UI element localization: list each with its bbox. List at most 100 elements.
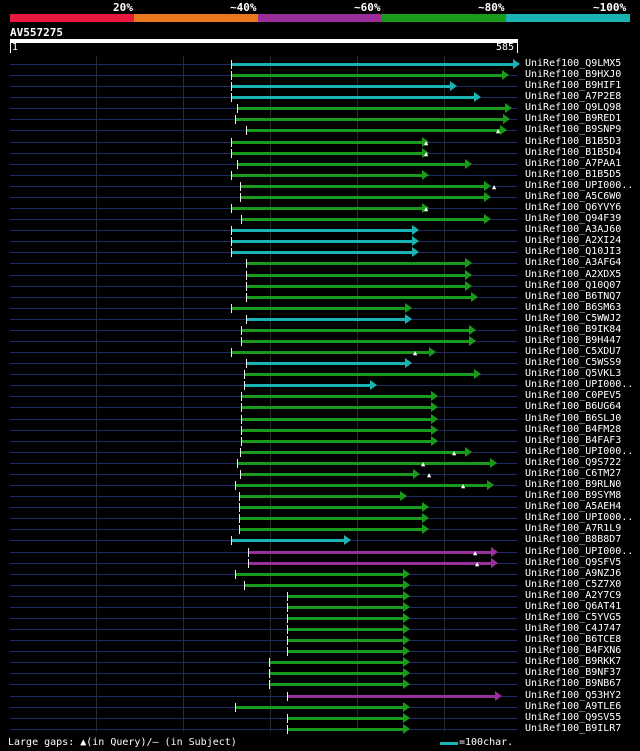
hit-bar[interactable] xyxy=(287,606,403,609)
hit-label[interactable]: UniRef100_B6SLJ0 xyxy=(525,413,622,424)
hit-bar[interactable] xyxy=(241,329,469,332)
hit-label[interactable]: UniRef100_Q5VKL3 xyxy=(525,368,622,379)
hit-label[interactable]: UniRef100_Q9LQ98 xyxy=(525,102,622,113)
hit-label[interactable]: UniRef100_C6TM27 xyxy=(525,468,622,479)
hit-bar[interactable] xyxy=(269,683,403,686)
hit-label[interactable]: UniRef100_A9TLE6 xyxy=(525,701,622,712)
hit-label[interactable]: UniRef100_A7P2E8 xyxy=(525,91,622,102)
hit-bar[interactable] xyxy=(287,639,403,642)
hit-label[interactable]: UniRef100_UPI000.. xyxy=(525,546,634,557)
hit-bar[interactable] xyxy=(231,63,513,66)
hit-label[interactable]: UniRef100_C5YVG5 xyxy=(525,612,622,623)
hit-label[interactable]: UniRef100_B9H447 xyxy=(525,335,622,346)
hit-label[interactable]: UniRef100_A5AEH4 xyxy=(525,501,622,512)
hit-bar[interactable] xyxy=(246,296,471,299)
hit-bar[interactable] xyxy=(231,96,474,99)
hit-label[interactable]: UniRef100_A2XI24 xyxy=(525,235,622,246)
hit-bar[interactable] xyxy=(269,672,403,675)
hit-label[interactable]: UniRef100_Q9SFV5 xyxy=(525,557,622,568)
hit-label[interactable]: UniRef100_B9RLN0 xyxy=(525,479,622,490)
hit-bar[interactable] xyxy=(241,406,431,409)
hit-bar[interactable] xyxy=(231,307,405,310)
hit-bar[interactable] xyxy=(244,584,403,587)
hit-label[interactable]: UniRef100_B8B8D7 xyxy=(525,534,622,545)
hit-label[interactable]: UniRef100_C4J747 xyxy=(525,623,622,634)
hit-bar[interactable] xyxy=(235,118,503,121)
hit-bar[interactable] xyxy=(231,539,344,542)
hit-label[interactable]: UniRef100_C5Z7X0 xyxy=(525,579,622,590)
hit-bar[interactable] xyxy=(241,418,431,421)
hit-label[interactable]: UniRef100_A2Y7C9 xyxy=(525,590,622,601)
hit-bar[interactable] xyxy=(231,152,422,155)
hit-label[interactable]: UniRef100_Q53HY2 xyxy=(525,690,622,701)
hit-label[interactable]: UniRef100_UPI000.. xyxy=(525,512,634,523)
hit-bar[interactable] xyxy=(239,506,422,509)
hit-bar[interactable] xyxy=(231,240,412,243)
hit-bar[interactable] xyxy=(237,462,490,465)
hit-bar[interactable] xyxy=(240,473,413,476)
hit-bar[interactable] xyxy=(287,650,403,653)
hit-bar[interactable] xyxy=(239,517,422,520)
hit-label[interactable]: UniRef100_UPI000.. xyxy=(525,446,634,457)
hit-label[interactable]: UniRef100_B9RKK7 xyxy=(525,656,622,667)
hit-label[interactable]: UniRef100_B6TNQ7 xyxy=(525,291,622,302)
hit-bar[interactable] xyxy=(231,351,429,354)
hit-label[interactable]: UniRef100_B4FM28 xyxy=(525,424,622,435)
hit-bar[interactable] xyxy=(231,174,422,177)
hit-label[interactable]: UniRef100_Q94F39 xyxy=(525,213,622,224)
hit-bar[interactable] xyxy=(235,484,487,487)
hit-label[interactable]: UniRef100_B6UG64 xyxy=(525,401,622,412)
hit-label[interactable]: UniRef100_B1B5D4 xyxy=(525,147,622,158)
hit-label[interactable]: UniRef100_A2XDX5 xyxy=(525,269,622,280)
hit-label[interactable]: UniRef100_A3AFG4 xyxy=(525,257,622,268)
hit-bar[interactable] xyxy=(241,218,484,221)
hit-label[interactable]: UniRef100_B4FAF3 xyxy=(525,435,622,446)
hit-bar[interactable] xyxy=(231,207,422,210)
hit-bar[interactable] xyxy=(241,429,431,432)
hit-label[interactable]: UniRef100_B4FXN6 xyxy=(525,645,622,656)
hit-label[interactable]: UniRef100_A3AJ60 xyxy=(525,224,622,235)
hit-bar[interactable] xyxy=(239,528,422,531)
hit-bar[interactable] xyxy=(246,362,405,365)
hit-label[interactable]: UniRef100_UPI000.. xyxy=(525,379,634,390)
hit-bar[interactable] xyxy=(241,440,431,443)
hit-label[interactable]: UniRef100_Q9S722 xyxy=(525,457,622,468)
hit-bar[interactable] xyxy=(240,196,484,199)
hit-label[interactable]: UniRef100_B9SNP9 xyxy=(525,124,622,135)
hit-label[interactable]: UniRef100_UPI000.. xyxy=(525,180,634,191)
hit-bar[interactable] xyxy=(246,262,465,265)
hit-label[interactable]: UniRef100_C5WWJ2 xyxy=(525,313,622,324)
hit-label[interactable]: UniRef100_C5WSS9 xyxy=(525,357,622,368)
hit-label[interactable]: UniRef100_B6SM63 xyxy=(525,302,622,313)
hit-bar[interactable] xyxy=(287,728,403,731)
hit-bar[interactable] xyxy=(287,628,403,631)
hit-label[interactable]: UniRef100_B9IK84 xyxy=(525,324,622,335)
hit-bar[interactable] xyxy=(269,661,403,664)
hit-label[interactable]: UniRef100_B6TCE8 xyxy=(525,634,622,645)
hit-bar[interactable] xyxy=(241,340,469,343)
hit-label[interactable]: UniRef100_B9SYM8 xyxy=(525,490,622,501)
hit-bar[interactable] xyxy=(237,163,465,166)
hit-bar[interactable] xyxy=(240,451,465,454)
hit-label[interactable]: UniRef100_A7R1L9 xyxy=(525,523,622,534)
hit-label[interactable]: UniRef100_B9RED1 xyxy=(525,113,622,124)
hit-label[interactable]: UniRef100_Q10Q07 xyxy=(525,280,622,291)
hit-bar[interactable] xyxy=(287,617,403,620)
hit-bar[interactable] xyxy=(237,107,505,110)
hit-bar[interactable] xyxy=(240,185,484,188)
hit-bar[interactable] xyxy=(244,373,474,376)
hit-label[interactable]: UniRef100_B9NF37 xyxy=(525,667,622,678)
hit-bar[interactable] xyxy=(246,285,465,288)
hit-label[interactable]: UniRef100_A9NZJ6 xyxy=(525,568,622,579)
hit-label[interactable]: UniRef100_Q6AT41 xyxy=(525,601,622,612)
hit-label[interactable]: UniRef100_C5XDU7 xyxy=(525,346,622,357)
hit-label[interactable]: UniRef100_Q6YVY6 xyxy=(525,202,622,213)
hit-bar[interactable] xyxy=(231,251,412,254)
hit-bar[interactable] xyxy=(246,318,405,321)
hit-bar[interactable] xyxy=(231,141,422,144)
hit-bar[interactable] xyxy=(231,74,502,77)
hit-bar[interactable] xyxy=(287,695,495,698)
hit-label[interactable]: UniRef100_A5C6W0 xyxy=(525,191,622,202)
hit-bar[interactable] xyxy=(287,717,403,720)
hit-bar[interactable] xyxy=(235,573,403,576)
